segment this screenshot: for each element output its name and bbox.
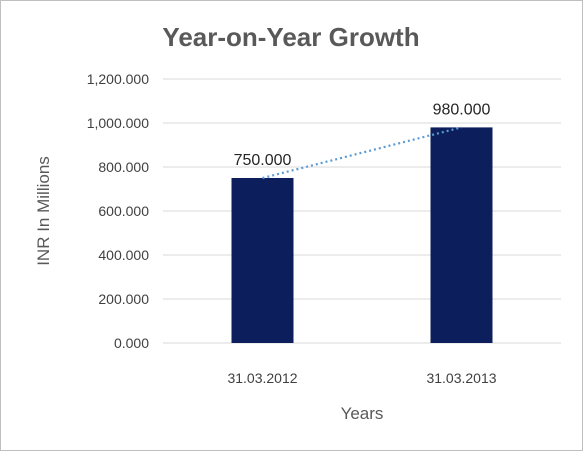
y-tick-label: 800.000	[98, 159, 149, 175]
x-axis-title: Years	[341, 404, 384, 423]
y-tick-label: 0.000	[114, 335, 149, 351]
linear-trendline	[262, 126, 462, 180]
trendline-layer	[262, 126, 462, 180]
bars	[231, 127, 493, 344]
y-axis-title: INR In Millions	[34, 156, 53, 266]
gridlines	[163, 78, 561, 344]
bar	[231, 178, 294, 343]
x-tick-label: 31.03.2013	[426, 370, 496, 386]
data-labels: 750.000 980.000	[234, 101, 491, 169]
x-tick-label: 31.03.2012	[227, 370, 297, 386]
y-tick-labels: 0.000 200.000 400.000 600.000 800.000 1,000.0…	[87, 71, 150, 351]
y-tick-label: 200.000	[98, 291, 149, 307]
y-tick-label: 1,200.000	[87, 71, 149, 87]
y-tick-label: 600.000	[98, 203, 149, 219]
chart-title: Year-on-Year Growth	[162, 22, 419, 52]
data-label: 980.000	[433, 101, 491, 118]
data-label: 750.000	[234, 152, 292, 169]
x-tick-labels: 31.03.2012 31.03.2013	[227, 370, 496, 386]
y-tick-label: 1,000.000	[87, 115, 149, 131]
bar	[430, 127, 493, 344]
y-tick-label: 400.000	[98, 247, 149, 263]
